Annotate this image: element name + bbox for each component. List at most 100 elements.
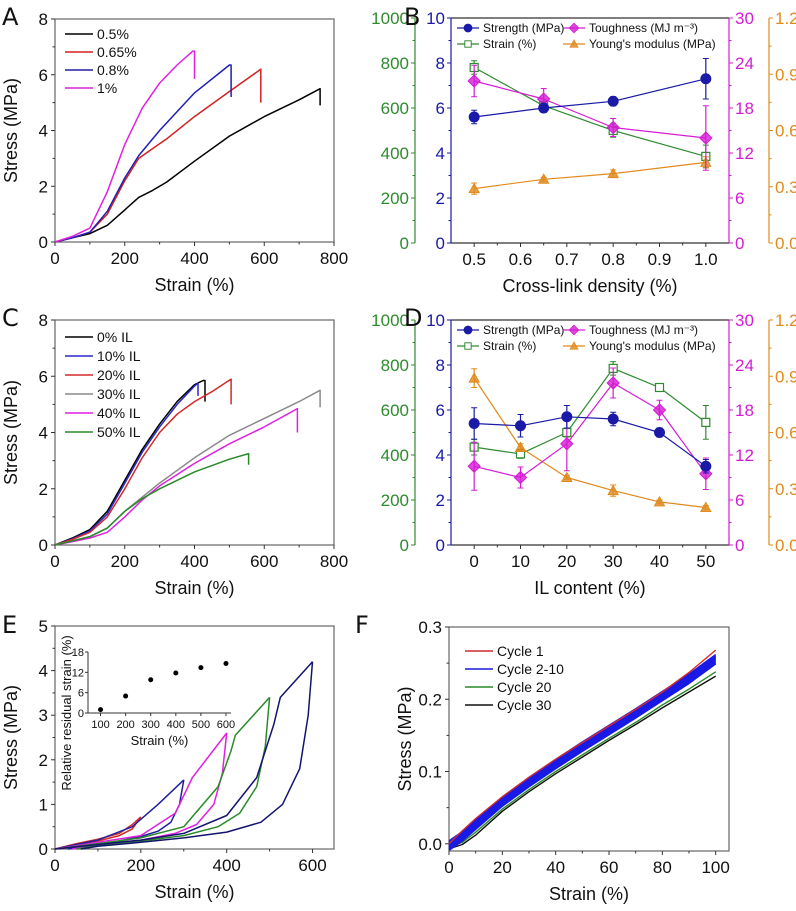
y-tick-label: 1 bbox=[39, 795, 48, 814]
series-line bbox=[474, 80, 706, 139]
y-tick-label: 8 bbox=[39, 311, 48, 330]
y-tick-label: 8 bbox=[39, 10, 48, 29]
series-line bbox=[448, 671, 717, 849]
panel-f: 0 20 40 60 80 100 Strain (%) 0.0 0.1 0.2 0.3 Stress… bbox=[395, 618, 730, 904]
marker-diamond bbox=[606, 120, 620, 135]
inset-data-point bbox=[148, 677, 154, 683]
x-tick-label: 0.5 bbox=[462, 250, 486, 269]
toughness-axis-label: 0 bbox=[735, 536, 744, 555]
y-axis-title: Stress (MPa) bbox=[1, 685, 21, 790]
inset-y-tick-label: 0 bbox=[78, 708, 84, 720]
legend-label: 30% IL bbox=[97, 386, 141, 402]
strain-axis-label: 600 bbox=[381, 99, 409, 118]
series-line bbox=[54, 64, 232, 243]
x-tick-label: 400 bbox=[180, 249, 208, 268]
strain-axis-label: 800 bbox=[381, 54, 409, 73]
series-line bbox=[448, 649, 717, 845]
modulus-axis-label: 0.9 bbox=[775, 367, 796, 386]
marker-triangle bbox=[560, 471, 573, 482]
marker-triangle bbox=[537, 173, 550, 184]
marker-circle bbox=[538, 102, 550, 114]
series-line bbox=[473, 66, 706, 157]
strain-axis-label: 200 bbox=[381, 491, 409, 510]
strength-axis-label: 6 bbox=[436, 99, 445, 118]
inset-x-tick-label: 400 bbox=[167, 719, 185, 731]
series-line bbox=[54, 68, 262, 243]
toughness-axis-label: 30 bbox=[735, 311, 754, 330]
strength-axis-label: 10 bbox=[426, 311, 445, 330]
legend-label: Cycle 30 bbox=[497, 697, 552, 713]
inset-y-tick-label: 12 bbox=[72, 667, 84, 679]
strength-axis-label: 10 bbox=[426, 9, 445, 28]
marker-diamond bbox=[568, 324, 580, 336]
modulus-axis-label: 0.0 bbox=[775, 234, 796, 253]
x-axis-title: Strain (%) bbox=[154, 578, 234, 598]
legend-label: Strain (%) bbox=[483, 37, 536, 51]
series-line bbox=[448, 663, 717, 851]
y-tick-label: 0 bbox=[39, 233, 48, 252]
x-tick-label: 800 bbox=[320, 249, 348, 268]
panel-label-d: D bbox=[404, 304, 422, 332]
series-line bbox=[448, 675, 717, 850]
panel-label-f: F bbox=[355, 611, 369, 639]
loading-curve bbox=[54, 696, 271, 850]
y-tick-label: 4 bbox=[39, 122, 48, 141]
loading-curve bbox=[54, 661, 314, 850]
series-line bbox=[474, 382, 707, 479]
modulus-axis-label: 0.6 bbox=[775, 424, 796, 443]
legend-label: 20% IL bbox=[97, 367, 141, 383]
x-tick-label: 0 bbox=[444, 858, 453, 877]
marker-square bbox=[464, 342, 472, 350]
y-tick-label: 0.0 bbox=[418, 835, 442, 854]
x-tick-label: 0 bbox=[469, 552, 478, 571]
x-axis-title: Strain (%) bbox=[549, 884, 629, 904]
modulus-axis-label: 0.9 bbox=[775, 65, 796, 84]
legend-label: Strength (MPa) bbox=[483, 323, 564, 337]
x-tick-label: 400 bbox=[213, 856, 241, 875]
marker-diamond bbox=[513, 470, 528, 485]
x-axis-title: Strain (%) bbox=[154, 275, 234, 295]
series-line bbox=[54, 379, 206, 546]
inset-data-point bbox=[98, 707, 104, 713]
y-tick-label: 4 bbox=[39, 424, 48, 443]
modulus-axis-label: 0.3 bbox=[775, 480, 796, 499]
marker-triangle bbox=[569, 39, 579, 48]
x-tick-label: 40 bbox=[650, 552, 669, 571]
marker-triangle bbox=[468, 182, 481, 194]
marker-circle bbox=[700, 73, 712, 85]
legend-label: 0.65% bbox=[97, 44, 137, 60]
x-tick-label: 0.6 bbox=[509, 250, 533, 269]
marker-square bbox=[701, 417, 711, 427]
strength-axis-label: 2 bbox=[436, 189, 445, 208]
series-line bbox=[448, 656, 717, 844]
x-tick-label: 0 bbox=[50, 249, 59, 268]
loading-curve bbox=[54, 732, 228, 850]
inset-x-tick-label: 300 bbox=[142, 719, 160, 731]
series-line bbox=[448, 658, 717, 847]
panel-d: 02004006008001000024681006121824300.00.3… bbox=[371, 311, 796, 598]
modulus-axis-label: 1.2 bbox=[775, 311, 796, 330]
legend-label: Young's modulus (MPa) bbox=[589, 339, 716, 353]
legend-label: Cycle 2-10 bbox=[497, 661, 564, 677]
strength-axis-label: 6 bbox=[436, 401, 445, 420]
panel-label-a: A bbox=[2, 3, 19, 31]
marker-circle bbox=[607, 95, 619, 107]
series-line bbox=[448, 660, 717, 849]
marker-square bbox=[654, 382, 665, 393]
x-tick-label: 20 bbox=[493, 858, 512, 877]
legend-label: Toughness (MJ m⁻³) bbox=[589, 323, 698, 337]
x-tick-label: 600 bbox=[250, 552, 278, 571]
x-tick-label: 50 bbox=[696, 552, 715, 571]
legend-label: 0.8% bbox=[97, 62, 129, 78]
marker-square bbox=[464, 40, 472, 48]
strain-axis-label: 200 bbox=[381, 189, 409, 208]
strain-axis-label: 0 bbox=[400, 234, 409, 253]
panel-a: 0 200 400 600 800 Strain (%) 0 2 4 6 8 Stress (MPa)… bbox=[1, 10, 348, 295]
series-line bbox=[54, 382, 199, 546]
series-line bbox=[54, 50, 196, 243]
series-line bbox=[54, 378, 232, 546]
marker-circle bbox=[654, 427, 665, 438]
legend-label: 0.5% bbox=[97, 26, 129, 42]
x-tick-label: 0.8 bbox=[601, 250, 625, 269]
